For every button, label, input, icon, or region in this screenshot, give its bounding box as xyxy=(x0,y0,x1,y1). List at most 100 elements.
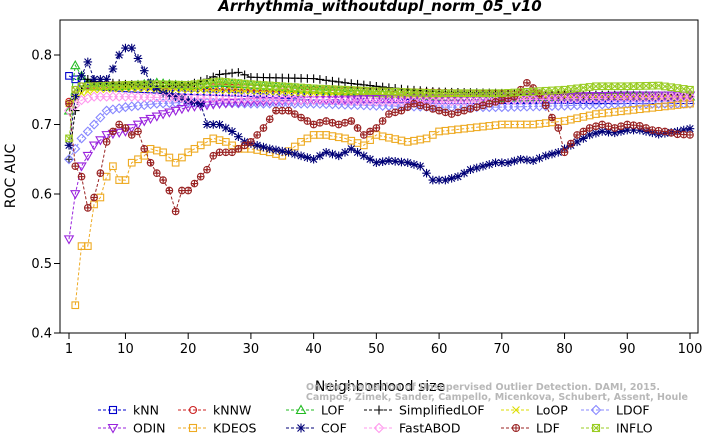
data-point xyxy=(115,120,124,129)
data-point xyxy=(309,154,318,164)
data-point xyxy=(616,127,626,136)
data-point xyxy=(478,161,488,171)
data-point xyxy=(347,117,356,125)
data-point xyxy=(221,69,231,79)
data-point xyxy=(422,168,431,178)
data-point xyxy=(339,86,351,96)
data-point xyxy=(617,122,625,131)
data-point xyxy=(654,126,663,135)
data-point xyxy=(479,101,487,110)
data-point xyxy=(528,156,538,165)
data-point xyxy=(178,153,186,162)
data-point xyxy=(88,141,100,151)
data-point xyxy=(309,120,318,129)
data-point xyxy=(146,78,155,88)
data-point xyxy=(183,95,193,105)
data-point xyxy=(290,149,300,159)
data-point xyxy=(109,127,117,136)
data-point xyxy=(635,122,644,130)
data-point xyxy=(221,78,230,86)
data-point xyxy=(202,120,212,129)
data-point xyxy=(397,106,406,115)
legend-label: SimplifiedLOF xyxy=(399,403,485,418)
data-point xyxy=(157,110,169,120)
data-point xyxy=(96,169,105,177)
series-line xyxy=(74,103,691,306)
legend-marker xyxy=(590,404,602,416)
data-point xyxy=(535,153,544,163)
data-point xyxy=(365,81,375,90)
data-point xyxy=(397,157,406,167)
data-point xyxy=(215,70,224,79)
data-point xyxy=(579,134,588,143)
data-point xyxy=(685,124,695,133)
data-point xyxy=(665,91,677,101)
data-point xyxy=(566,139,575,148)
data-point xyxy=(541,101,550,110)
x-tick-label: 100 xyxy=(678,342,702,357)
data-point xyxy=(334,77,344,87)
data-point xyxy=(214,99,225,110)
data-point xyxy=(159,148,167,157)
legend-marker xyxy=(591,423,601,433)
data-point xyxy=(441,108,450,117)
data-point xyxy=(435,106,443,115)
data-point xyxy=(134,155,142,164)
data-point xyxy=(372,81,381,91)
watermark-line-1: Campos, Zimek, Sander, Campello, Micenko… xyxy=(306,392,688,403)
legend-item: LoOP xyxy=(501,403,568,418)
legend-item: COF xyxy=(286,421,347,434)
legend-marker xyxy=(108,405,118,415)
data-point xyxy=(178,186,186,195)
data-point xyxy=(642,82,650,90)
legend-label: kNNW xyxy=(213,403,251,418)
data-point xyxy=(679,130,688,139)
data-point xyxy=(560,148,569,157)
data-point xyxy=(234,87,243,95)
data-point xyxy=(378,117,387,125)
legend-marker xyxy=(373,422,385,434)
data-point xyxy=(109,162,117,171)
y-axis: 0.4 0.5 0.6 0.7 0.8 xyxy=(31,49,60,342)
data-point xyxy=(686,131,694,139)
data-point xyxy=(126,124,137,134)
data-point xyxy=(265,144,275,154)
data-point xyxy=(76,133,87,144)
data-point xyxy=(661,127,669,136)
data-point xyxy=(259,142,268,152)
legend-label: kNN xyxy=(133,403,159,418)
data-point xyxy=(579,127,588,136)
data-point xyxy=(390,157,400,166)
data-point xyxy=(297,113,305,122)
data-point xyxy=(572,137,582,147)
data-point xyxy=(140,144,149,153)
data-point xyxy=(610,124,619,132)
legend-item: FastABOD xyxy=(364,421,461,434)
data-point xyxy=(289,96,301,107)
data-point xyxy=(102,138,111,146)
data-point xyxy=(247,87,255,95)
data-point xyxy=(447,110,456,118)
series-inflo xyxy=(65,77,694,143)
series-ldf xyxy=(65,78,694,216)
data-point xyxy=(447,174,456,183)
data-point xyxy=(598,120,607,129)
data-point xyxy=(378,82,387,92)
data-point xyxy=(597,127,607,136)
data-point xyxy=(359,141,368,150)
x-tick-label: 50 xyxy=(368,342,385,357)
data-point xyxy=(604,122,613,131)
data-point xyxy=(303,153,312,162)
series-line xyxy=(68,96,691,111)
data-point xyxy=(522,155,532,165)
data-point xyxy=(684,91,696,102)
data-point xyxy=(171,158,180,167)
data-point xyxy=(316,118,324,127)
data-point xyxy=(240,141,249,150)
x-tick-label: 1 xyxy=(65,342,73,357)
data-point xyxy=(322,117,331,125)
data-point xyxy=(353,148,362,157)
data-point xyxy=(359,151,369,161)
legend-label: INFLO xyxy=(616,421,653,434)
data-point xyxy=(102,75,111,84)
